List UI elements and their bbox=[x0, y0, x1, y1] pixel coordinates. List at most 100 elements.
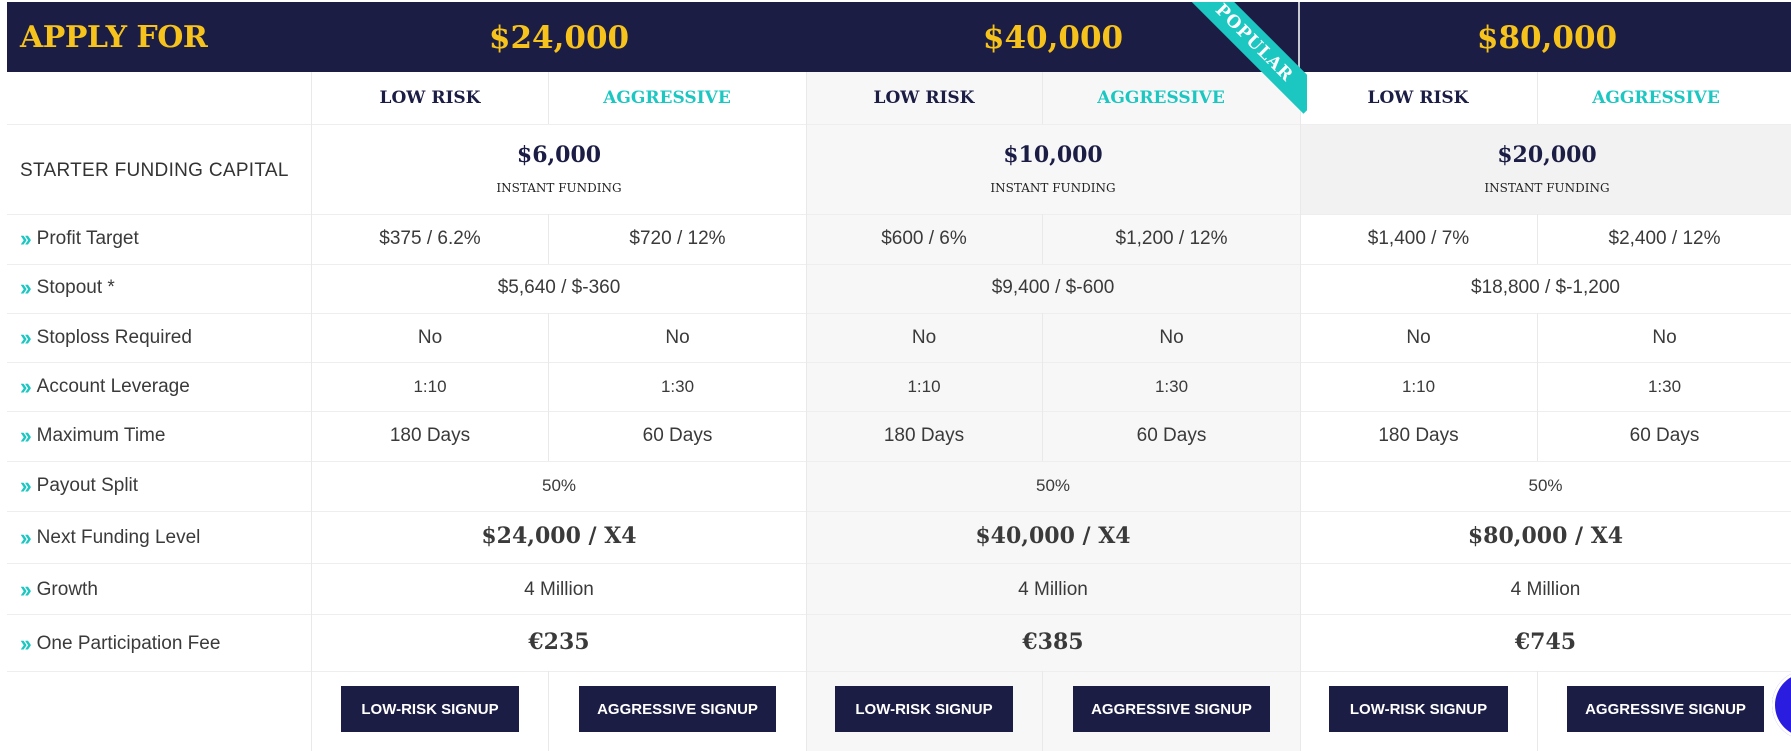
row-label-payout: ›› Payout Split bbox=[20, 471, 138, 501]
tier-low-risk-24000: LOW RISK bbox=[379, 88, 481, 108]
profit-target-value: $2,400 / 12% bbox=[1608, 228, 1721, 249]
payout-value: 50% bbox=[541, 476, 577, 495]
payout-value: 50% bbox=[1528, 476, 1563, 495]
double-chevron-right-icon: ›› bbox=[20, 226, 32, 251]
payout-value: 50% bbox=[1035, 476, 1071, 495]
next-level-value: $40,000 / X4 bbox=[975, 523, 1131, 549]
tier-aggressive-24000: AGGRESSIVE bbox=[603, 88, 731, 108]
price-80000: $80,000 bbox=[1476, 20, 1618, 56]
row-divider bbox=[7, 511, 1791, 512]
stopout-value: $18,800 / $-1,200 bbox=[1471, 277, 1620, 298]
row-divider bbox=[7, 671, 1791, 672]
row-label-text: Growth bbox=[36, 579, 98, 600]
funding-amount-40000: $10,000 bbox=[1003, 142, 1103, 168]
stoploss-value: No bbox=[665, 327, 690, 348]
stoploss-value: No bbox=[1406, 327, 1431, 348]
row-divider bbox=[7, 124, 1791, 125]
low-risk-signup-button-80000[interactable]: LOW-RISK SIGNUP bbox=[1329, 686, 1508, 732]
double-chevron-right-icon: ›› bbox=[20, 275, 32, 300]
price-40000: $40,000 bbox=[982, 20, 1124, 56]
row-label-profit-target: ›› Profit Target bbox=[20, 224, 139, 254]
fee-value: €385 bbox=[1022, 629, 1084, 655]
profit-target-value: $375 / 6.2% bbox=[379, 228, 481, 249]
funding-amount-24000: $6,000 bbox=[516, 142, 602, 168]
sub-column-divider bbox=[1537, 313, 1538, 461]
funding-amount-80000: $20,000 bbox=[1497, 142, 1597, 168]
stoploss-value: No bbox=[1159, 327, 1184, 348]
row-label-text: Maximum Time bbox=[36, 425, 166, 446]
max-time-value: 60 Days bbox=[642, 425, 713, 446]
sub-column-divider bbox=[1042, 313, 1043, 461]
growth-value: 4 Million bbox=[1018, 579, 1088, 600]
double-chevron-right-icon: ›› bbox=[20, 423, 32, 448]
row-divider bbox=[7, 411, 1791, 412]
tier-low-risk-40000: LOW RISK bbox=[873, 88, 975, 108]
price-24000: $24,000 bbox=[488, 20, 630, 56]
sub-column-divider bbox=[1042, 671, 1043, 751]
stoploss-value: No bbox=[417, 327, 443, 348]
double-chevron-right-icon: ›› bbox=[20, 577, 32, 602]
row-label-leverage: ›› Account Leverage bbox=[20, 372, 190, 402]
column-divider bbox=[1300, 72, 1301, 751]
row-label-max-time: ›› Maximum Time bbox=[20, 421, 165, 451]
profit-target-value: $600 / 6% bbox=[881, 228, 967, 249]
aggressive-signup-button-80000[interactable]: AGGRESSIVE SIGNUP bbox=[1567, 686, 1764, 732]
chat-widget-button[interactable] bbox=[1772, 670, 1791, 740]
next-level-value: $24,000 / X4 bbox=[481, 523, 637, 549]
row-label-text: Next Funding Level bbox=[36, 527, 201, 548]
row-divider bbox=[7, 214, 1791, 215]
row-divider bbox=[7, 264, 1791, 265]
double-chevron-right-icon: ›› bbox=[20, 473, 32, 498]
sub-column-divider bbox=[548, 671, 549, 751]
pricing-table: APPLY FOR $24,000 $40,000 $80,000 POPULA… bbox=[7, 2, 1791, 751]
sub-column-divider bbox=[1537, 671, 1538, 751]
instant-funding-note: INSTANT FUNDING bbox=[496, 181, 622, 195]
funding-highlight-80000 bbox=[1300, 124, 1791, 214]
low-risk-signup-button-24000[interactable]: LOW-RISK SIGNUP bbox=[341, 686, 519, 732]
instant-funding-note: INSTANT FUNDING bbox=[990, 181, 1116, 195]
sub-column-divider bbox=[1042, 214, 1043, 264]
popular-ribbon-clip: POPULAR bbox=[1177, 2, 1307, 142]
leverage-value: 1:30 bbox=[1647, 377, 1682, 396]
row-divider bbox=[7, 563, 1791, 564]
column-divider bbox=[806, 72, 807, 751]
apply-for-label: APPLY FOR bbox=[20, 20, 208, 55]
stopout-value: $5,640 / $-360 bbox=[497, 277, 621, 298]
max-time-value: 60 Days bbox=[1136, 425, 1207, 446]
row-divider bbox=[7, 614, 1791, 615]
sub-column-divider bbox=[1042, 72, 1043, 124]
row-label-text: Payout Split bbox=[36, 475, 139, 496]
row-label-next-level: ›› Next Funding Level bbox=[20, 523, 200, 553]
leverage-value: 1:30 bbox=[1154, 377, 1189, 396]
sub-column-divider bbox=[548, 72, 549, 124]
row-label-text: One Participation Fee bbox=[36, 633, 221, 654]
row-label-text: Stoploss Required bbox=[36, 327, 192, 348]
row-divider bbox=[7, 362, 1791, 363]
low-risk-signup-button-40000[interactable]: LOW-RISK SIGNUP bbox=[835, 686, 1013, 732]
tier-aggressive-80000: AGGRESSIVE bbox=[1592, 88, 1720, 108]
double-chevron-right-icon: ›› bbox=[20, 525, 32, 550]
popular-ribbon: POPULAR bbox=[1183, 2, 1307, 114]
leverage-value: 1:10 bbox=[1401, 377, 1436, 396]
stoploss-value: No bbox=[911, 327, 937, 348]
aggressive-signup-button-40000[interactable]: AGGRESSIVE SIGNUP bbox=[1073, 686, 1270, 732]
double-chevron-right-icon: ›› bbox=[20, 325, 32, 350]
leverage-value: 1:10 bbox=[413, 377, 447, 396]
growth-value: 4 Million bbox=[1510, 579, 1581, 600]
max-time-value: 180 Days bbox=[1378, 425, 1459, 446]
sub-column-divider bbox=[1537, 72, 1538, 124]
next-level-value: $80,000 / X4 bbox=[1467, 523, 1624, 549]
row-label-text: Profit Target bbox=[36, 228, 139, 249]
profit-target-value: $1,400 / 7% bbox=[1367, 228, 1470, 249]
profit-target-value: $1,200 / 12% bbox=[1115, 228, 1228, 249]
column-divider bbox=[311, 72, 312, 751]
aggressive-signup-button-24000[interactable]: AGGRESSIVE SIGNUP bbox=[579, 686, 776, 732]
sub-column-divider bbox=[548, 313, 549, 461]
row-divider bbox=[7, 313, 1791, 314]
sub-column-divider bbox=[1537, 214, 1538, 264]
leverage-value: 1:10 bbox=[907, 377, 941, 396]
row-label-stoploss: ›› Stoploss Required bbox=[20, 323, 192, 353]
row-label-text: Account Leverage bbox=[36, 376, 190, 397]
max-time-value: 180 Days bbox=[389, 425, 471, 446]
double-chevron-right-icon: ›› bbox=[20, 631, 32, 656]
